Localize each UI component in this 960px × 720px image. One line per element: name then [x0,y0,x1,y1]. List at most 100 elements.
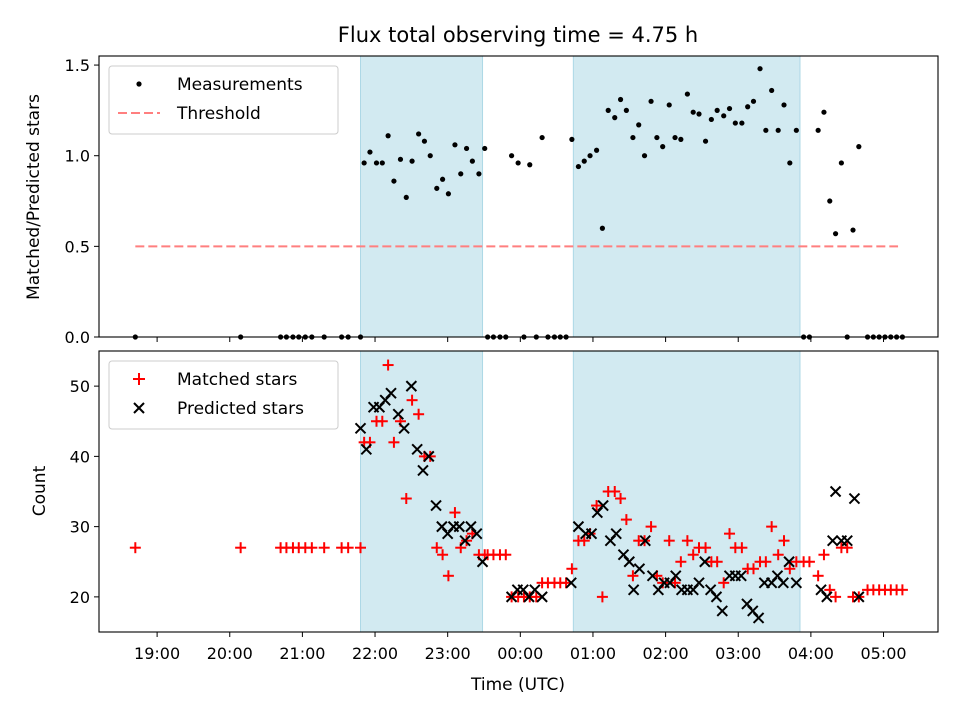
predicted-star-point [752,612,765,624]
measurement-point [463,145,470,152]
matched-star-point [318,542,330,554]
top-shaded-spans [360,55,801,338]
predicted-star-point [585,527,598,540]
predicted-star-point [385,387,397,399]
matched-star-point [431,542,443,554]
matched-star-point [530,591,542,603]
x-tick-label: 21:00 [279,644,325,663]
matched-star-point [560,577,572,589]
measurement-point [654,134,660,141]
matched-star-point [736,542,748,554]
bottom-shaded-spans [360,350,801,633]
measurement-point [482,145,488,152]
measurement-point [763,127,769,133]
matched-star-point [830,591,842,603]
matched-star-point [778,535,790,547]
measurement-point [391,178,397,184]
bottom-legend-box [108,360,339,430]
measurement-point [569,136,575,142]
measurement-point [769,87,775,94]
matched-star-point [578,535,590,547]
bottom-y-axis-label: Count [30,465,50,516]
measurement-point [581,158,587,164]
matched-star-point [382,359,394,371]
measurement-point [739,120,745,126]
measurement-points [132,66,906,340]
y-tick-label: 1.0 [65,147,90,166]
matched-star-point [442,570,454,582]
predicted-star-point [639,534,651,547]
top-legend: Measurements Threshold [108,65,339,135]
measurement-point [617,96,624,103]
measurement-point [636,122,642,128]
predicted-star-point [398,422,410,434]
matched-star-point [627,570,639,582]
matched-star-point [413,408,425,420]
measurement-point [416,131,422,137]
matched-star-point [724,528,736,540]
x-tick-label: 03:00 [715,644,761,663]
predicted-star-point [826,534,839,547]
matched-star-point [596,591,608,603]
measurement-point [832,231,839,237]
measurement-point [458,171,464,177]
top-panel: 0.0 0.5 1.0 1.5 Matched/Predicted stars Mea… [24,55,939,347]
matched-star-point [812,570,824,582]
measurement-point [850,227,856,233]
legend-predicted-label: Predicted stars [177,399,304,419]
matched-star-point [566,563,578,575]
measurement-point [612,115,618,121]
measurement-point [696,111,702,117]
x-tick-label: 00:00 [497,644,543,663]
predicted-star-point [735,570,747,582]
matched-star-point [437,549,449,561]
measurement-point [599,225,606,231]
matched-star-point [803,556,815,568]
predicted-star-point [633,563,646,575]
predicted-star-point [829,485,842,498]
legend-matched-label: Matched stars [177,370,297,390]
matched-star-point [687,549,699,561]
measurement-point [648,98,654,104]
x-tick-label: 23:00 [425,644,471,663]
predicted-star-point [417,464,429,477]
legend-predicted-marker [133,402,145,414]
matched-star-point [591,500,603,512]
matched-star-point [718,577,730,589]
predicted-star-point [405,380,418,392]
predicted-star-point [623,556,635,568]
y-tick-label: 0.5 [65,237,90,256]
measurement-point [726,105,733,112]
predicted-star-point [411,443,423,456]
measurement-point [508,153,515,159]
matched-star-point [500,549,512,561]
measurement-point [630,134,636,141]
predicted-star-point [360,443,373,456]
legend-measurements-label: Measurements [177,75,303,95]
predicted-star-point [354,422,367,434]
measurement-point [515,160,521,166]
predicted-star-point [459,534,471,547]
matched-star-point [766,521,778,533]
x-tick-label: 20:00 [207,644,253,663]
matched-star-point [681,535,693,547]
measurement-point [815,127,821,133]
predicted-star-point [610,527,622,540]
matched-star-point [376,415,388,427]
top-axis-ticks: 0.0 0.5 1.0 1.5 [65,56,885,347]
matched-star-point [760,556,772,568]
measurement-point [672,134,678,141]
y-tick-label: 1.5 [65,56,90,75]
matched-star-point [388,436,400,448]
measurement-point [721,113,727,119]
predicted-stars-points [354,380,865,624]
predicted-star-point [565,577,577,589]
predicted-star-point [670,570,682,582]
top-shaded-span [572,55,801,338]
top-shaded-span [360,55,484,338]
matched-star-point [342,542,354,554]
matched-star-point [609,486,621,497]
matched-star-point [772,549,784,561]
measurement-point [641,153,648,159]
chart-title: Flux total observing time = 4.75 h [338,23,698,47]
